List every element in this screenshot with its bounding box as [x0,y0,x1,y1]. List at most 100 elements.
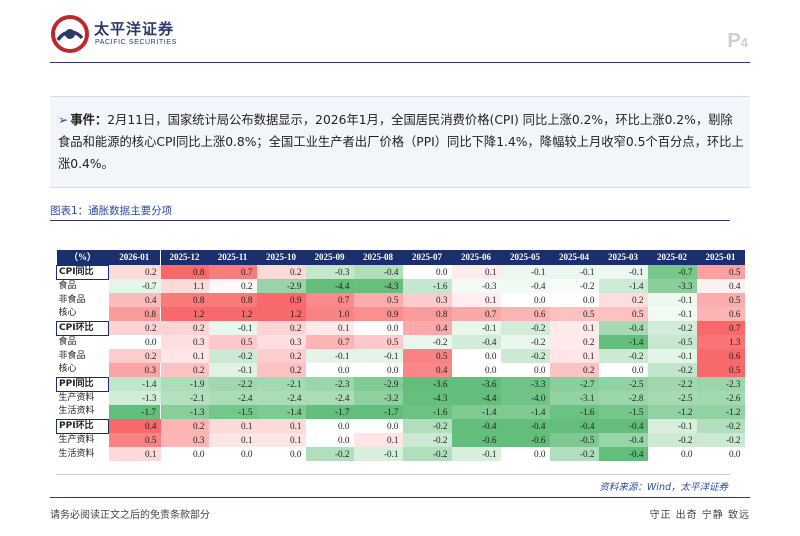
table-cell: -1.6 [402,279,452,293]
figure-title: 图表1：通胀数据主要分项 [50,205,173,217]
table-cell: -4.4 [305,279,354,293]
table-cell: -1.5 [598,405,648,419]
table-cell: -0.1 [353,349,403,363]
table-cell: -0.1 [647,293,697,307]
table-cell: -0.1 [500,265,550,279]
table-cell: -0.2 [500,335,550,349]
company-logo: 太平洋证券 PACIFIC SECURITIES [50,14,200,54]
table-cell: -0.5 [549,433,599,447]
table-cell: 0.5 [696,363,745,377]
table-row: 非食品 0.4 0.8 0.8 0.9 0.7 0.5 0.3 0.1 0.0 0.0 0.2 -0.1… [57,293,745,307]
table-cell: 0.7 [208,265,257,279]
table-unit-header: （%） [56,250,109,265]
table-cell: -3.3 [647,279,697,293]
event-body: 2月11日，国家统计局公布数据显示，2026年1月，全国居民消费价格(CPI) … [58,113,744,171]
table-cell: 0.5 [402,349,452,363]
page-number: P4 [727,30,748,53]
logo-english-name: PACIFIC SECURITIES [95,39,177,46]
table-cell: -1.4 [108,377,161,391]
table-cell: -0.4 [500,419,550,433]
table-cell: -1.4 [500,405,550,419]
table-cell: -1.7 [108,405,161,419]
table-cell: -1.7 [305,405,354,419]
table-cell: 0.0 [305,363,354,377]
table-cell: 0.2 [160,363,209,377]
table-cell: 0.0 [402,265,452,279]
table-cell: -2.9 [256,279,306,293]
table-cell: -0.2 [402,447,452,461]
table-cell: 0.7 [451,307,501,321]
table-cell: 0.2 [108,265,161,279]
table-cell: 0.7 [696,321,745,335]
table-cell: 1.2 [208,307,257,321]
table-cell: -4.4 [451,391,501,405]
table-cell: 0.5 [353,335,403,349]
table-cell: -3.6 [402,377,452,391]
table-cell: -0.1 [647,419,697,433]
table-cell: -2.1 [160,391,209,405]
table-cell: -0.2 [598,349,648,363]
table-cell: 0.0 [353,419,403,433]
table-cell: 0.1 [160,349,209,363]
table-cell: -2.9 [353,377,403,391]
table-cell: 0.0 [108,335,161,349]
table-column-header: 2025-07 [402,250,452,265]
table-cell: -3.2 [353,391,403,405]
table-cell: 0.0 [353,321,403,335]
table-cell: -2.4 [208,391,257,405]
table-cell: 0.0 [500,293,550,307]
table-cell: 0.4 [696,279,745,293]
table-row-label: 生产资料 [58,434,95,445]
pacific-securities-logo-icon [51,15,89,53]
table-cell: 0.1 [451,293,501,307]
footer-divider [50,497,750,498]
table-row-label: 生产资料 [58,392,95,403]
table-cell: -0.4 [451,335,501,349]
table-column-header: 2025-09 [305,250,354,265]
table-cell: -4.3 [402,391,452,405]
table-column-header: 2025-05 [500,250,550,265]
table-cell: 0.6 [500,307,550,321]
table-cell: -1.2 [647,405,697,419]
table-cell: -0.6 [500,433,550,447]
table-cell: -1.9 [160,377,209,391]
table-cell: 0.0 [598,363,648,377]
figure-source: 资料来源：Wind，太平洋证券 [599,482,728,493]
table-cell: -0.2 [500,321,550,335]
table-cell: -0.4 [500,279,550,293]
table-column-header: 2025-01 [696,250,745,265]
table-cell: -0.2 [647,363,697,377]
source-divider [56,474,730,475]
table-header-row: （%） 2026-01 2025-12 2025-11 2025-10 2025-09 2… [56,250,745,265]
table-cell: 0.0 [305,433,354,447]
table-cell: -2.2 [647,377,697,391]
table-cell: -0.4 [598,433,648,447]
table-cell: 0.7 [305,293,354,307]
table-cell: -0.2 [500,349,550,363]
table-cell: -1.4 [256,405,306,419]
table-column-header: 2025-12 [160,250,209,265]
table-row: 食品 0.0 0.3 0.5 0.3 0.7 0.5 -0.2 -0.4 -0.2 0.2 -1.4-… [57,335,745,349]
table-row: PPI同比 -1.4 -1.9 -2.2 -2.1 -2.3 -2.9 -3.6 -3.6 -3.… [56,376,745,392]
table-row: 核心 0.3 0.2 -0.1 0.2 0.0 0.0 0.4 0.0 0.0 0.2 0.0 -0.2… [57,363,745,377]
table-cell: 0.3 [108,363,161,377]
table-cell: -0.2 [305,447,354,461]
table-cell: 0.6 [696,349,745,363]
table-cell: -0.2 [402,335,452,349]
table-cell: 0.4 [402,321,452,335]
table-cell: 0.2 [549,363,599,377]
table-cell: 0.5 [353,293,403,307]
event-label: 事件： [70,113,108,127]
table-cell: 0.6 [696,307,745,321]
table-cell: -2.8 [598,391,648,405]
table-cell: 0.0 [500,363,550,377]
table-cell: 0.0 [256,447,306,461]
table-cell: 0.2 [160,321,209,335]
table-column-header: 2025-06 [451,250,501,265]
table-cell: 0.5 [208,335,257,349]
table-cell: -0.1 [353,447,403,461]
table-cell: -0.4 [598,321,648,335]
table-cell: -4.3 [353,279,403,293]
table-cell: -2.5 [598,377,648,391]
table-cell: 0.0 [353,363,403,377]
